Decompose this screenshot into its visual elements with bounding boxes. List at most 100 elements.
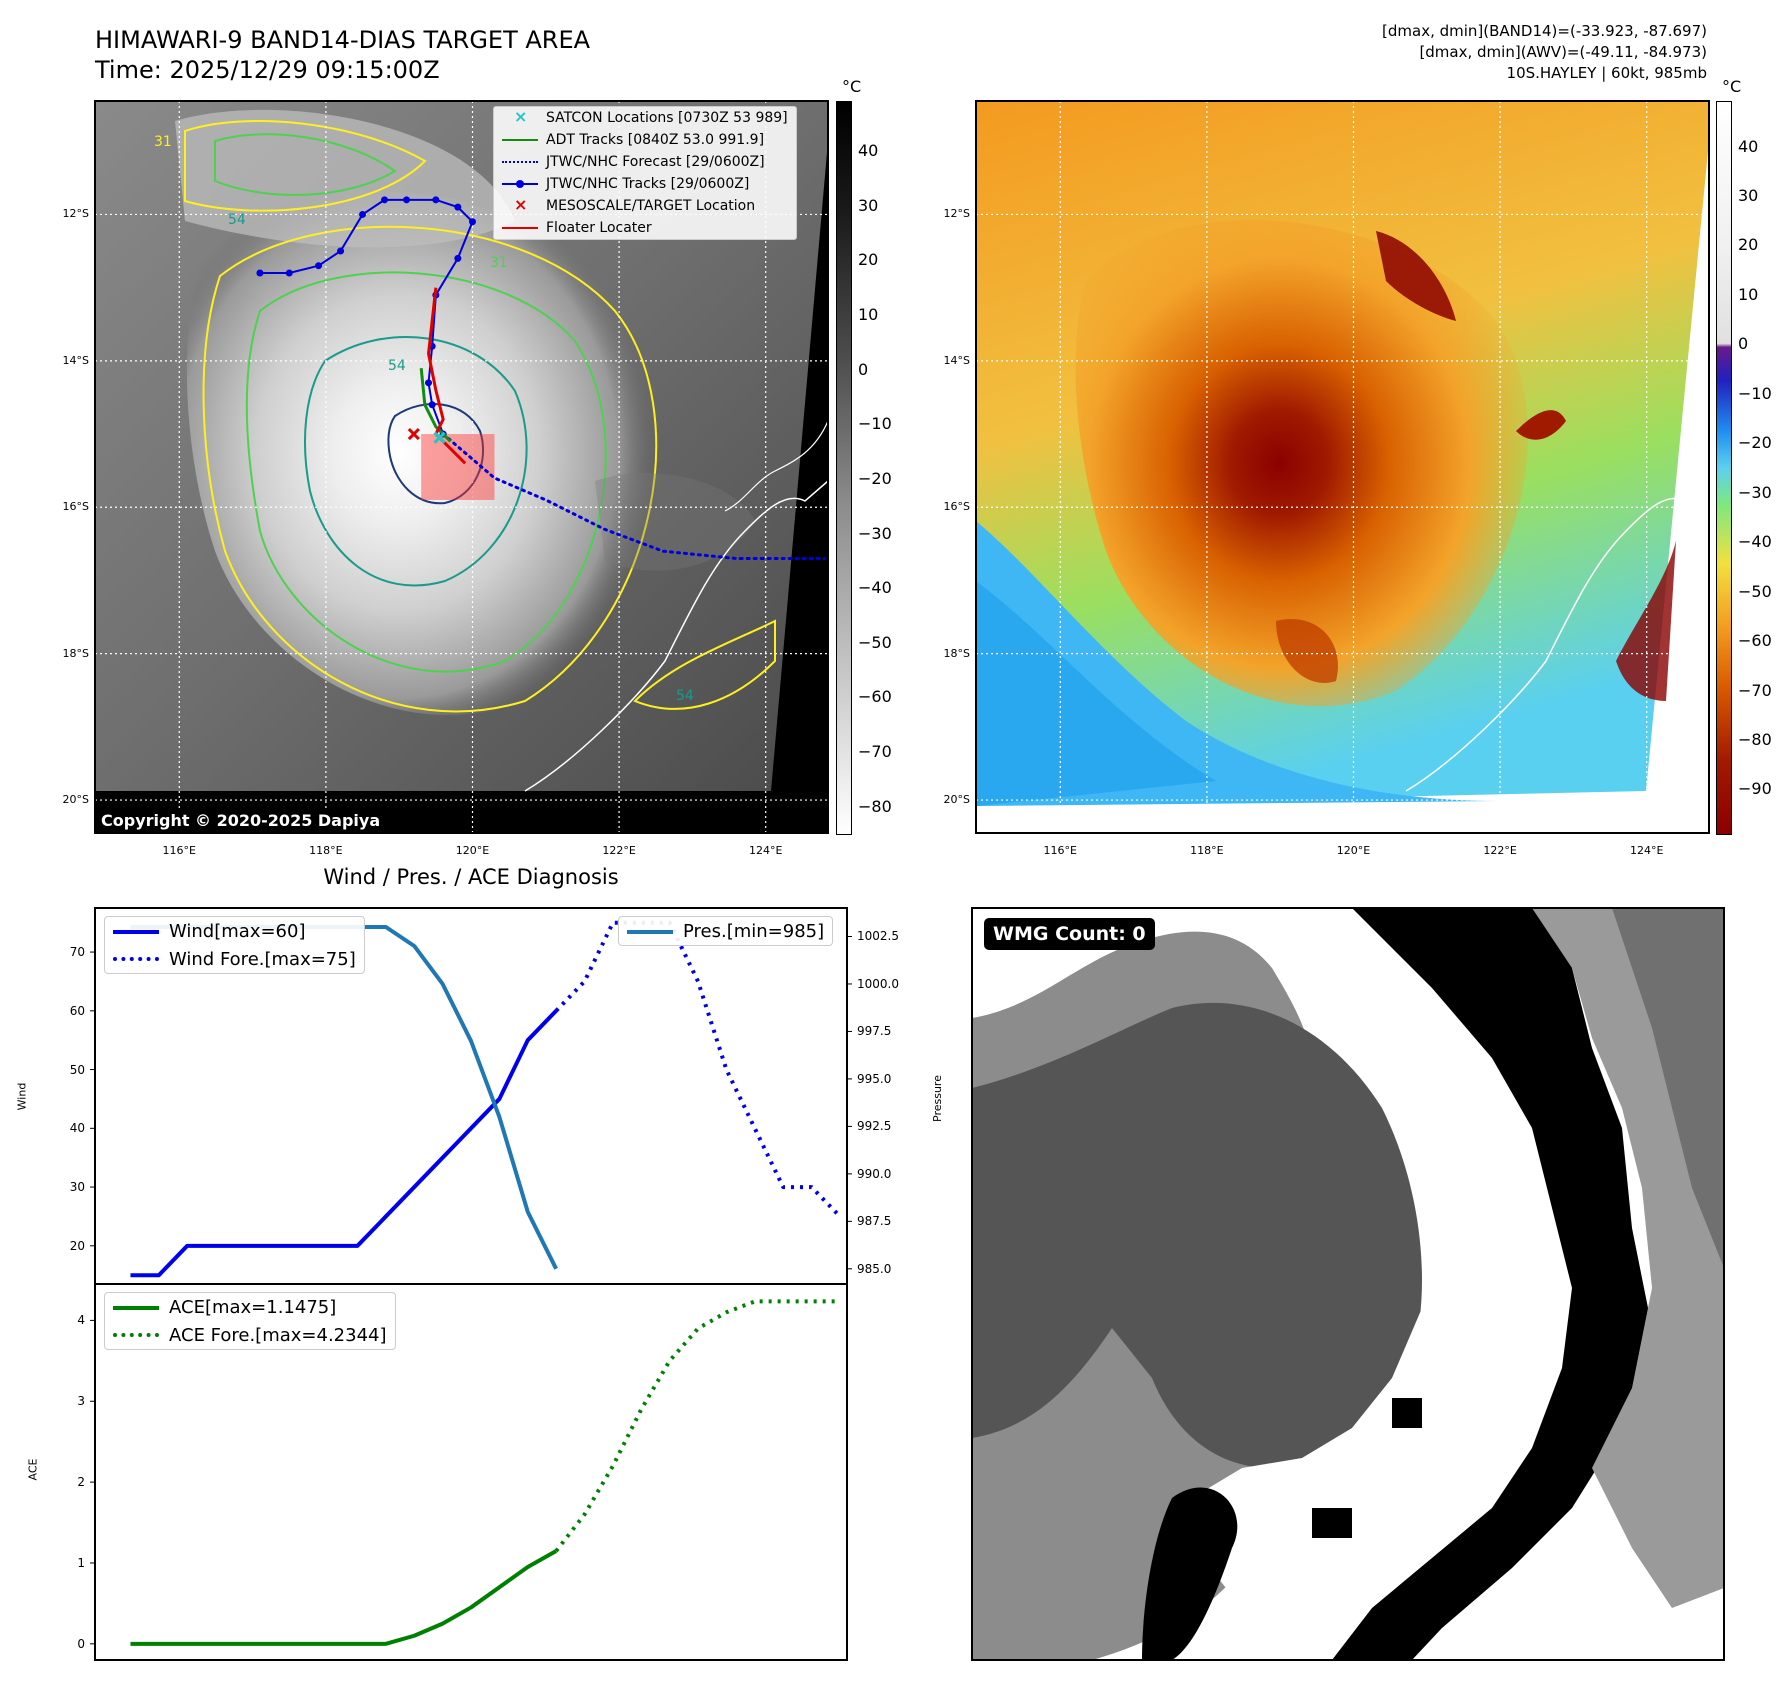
lon-tick-label: 124°E xyxy=(1629,844,1664,857)
lat-tick-label: 20°S xyxy=(943,793,970,807)
series-line xyxy=(130,1549,558,1646)
ir-colorbar-tick: −70 xyxy=(858,742,892,762)
contour-yellow xyxy=(202,225,658,713)
ir-colorbar xyxy=(836,101,852,835)
figure-time: Time: 2025/12/29 09:15:00Z xyxy=(95,56,440,84)
wmg-count-badge: WMG Count: 0 xyxy=(984,918,1155,950)
contour-label: 54 xyxy=(228,212,246,228)
jtwc-track-point xyxy=(285,269,293,277)
wind-legend: Wind[max=60] Wind Fore.[max=75] xyxy=(104,916,365,974)
awv-colorbar-tick: −50 xyxy=(1738,581,1772,601)
wind-axis-label: Wind xyxy=(15,1082,29,1111)
y-tick-label: 40 xyxy=(69,1121,85,1136)
ir-colorbar-tick: −20 xyxy=(858,468,892,488)
lat-tick-label: 12°S xyxy=(943,207,970,221)
ir-colorbar-tick: −60 xyxy=(858,687,892,707)
y-right-tick-label: 1002.5 xyxy=(857,929,899,944)
lat-tick-label: 16°S xyxy=(62,500,89,514)
lon-tick-label: 124°E xyxy=(748,844,783,857)
legend-item-jtwc-tracks: JTWC/NHC Tracks [29/0600Z] xyxy=(494,173,796,195)
map-legend: × SATCON Locations [0730Z 53 989] ADT Tra… xyxy=(493,106,797,240)
legend-item-adt: ADT Tracks [0840Z 53.0 991.9] xyxy=(494,129,796,151)
series-line xyxy=(130,1009,558,1278)
ir-colorbar-tick: 10 xyxy=(858,305,879,325)
y-tick-label: 20 xyxy=(69,1238,85,1253)
ir-colorbar-tick: 20 xyxy=(858,250,879,270)
legend-item-wind-forecast: Wind Fore.[max=75] xyxy=(105,945,364,973)
y-right-tick-label: 995.0 xyxy=(857,1071,892,1086)
lon-tick-label: 120°E xyxy=(1336,844,1371,857)
y-tick-label: 1 xyxy=(77,1555,85,1570)
legend-item-floater: Floater Locater xyxy=(494,217,796,239)
lat-tick-label: 12°S xyxy=(62,207,89,221)
awv-colorbar-unit: °C xyxy=(1722,77,1742,96)
info-awv: [dmax, dmin](AWV)=(-49.11, -84.973) xyxy=(1419,43,1707,61)
ir-track-overlay xyxy=(256,196,826,560)
lon-tick-label: 122°E xyxy=(602,844,636,857)
jtwc-track-point xyxy=(315,262,323,270)
jtwc-track-point xyxy=(403,196,411,204)
target-marker xyxy=(407,427,420,441)
awv-map-panel xyxy=(975,100,1710,834)
ir-colorbar-tick: 40 xyxy=(858,141,879,161)
ir-colorbar-tick: 0 xyxy=(858,359,869,379)
lat-tick-label: 18°S xyxy=(943,646,970,660)
target-box xyxy=(421,434,495,500)
legend-item-satcon: × SATCON Locations [0730Z 53 989] xyxy=(514,107,788,126)
awv-gridlines xyxy=(976,101,1709,833)
y-tick-label: 0 xyxy=(77,1636,85,1651)
jtwc-forecast-line xyxy=(441,432,826,560)
lon-tick-label: 118°E xyxy=(309,844,343,857)
y-right-tick-label: 997.5 xyxy=(857,1024,892,1039)
awv-colorbar-tick: 10 xyxy=(1738,284,1759,304)
ace-axis-label: ACE xyxy=(26,1458,40,1481)
copyright-badge: Copyright © 2020-2025 Dapiya xyxy=(95,808,387,833)
contour-label: 31 xyxy=(154,134,172,150)
jtwc-track-point xyxy=(454,203,462,211)
jtwc-track-point xyxy=(337,247,345,255)
jtwc-track-point xyxy=(256,269,264,277)
lat-tick-label: 16°S xyxy=(943,500,970,514)
ir-colorbar-tick: −10 xyxy=(858,414,892,434)
y-right-tick-label: 990.0 xyxy=(857,1166,892,1181)
lat-tick-label: 14°S xyxy=(62,353,89,367)
jtwc-track-point xyxy=(428,401,436,409)
lon-tick-label: 118°E xyxy=(1190,844,1224,857)
awv-colorbar-tick: −30 xyxy=(1738,482,1772,502)
wmg-classification-panel xyxy=(971,907,1725,1661)
legend-item-ace: ACE[max=1.1475] xyxy=(105,1293,395,1321)
awv-colorbar xyxy=(1716,101,1732,835)
y-tick-label: 3 xyxy=(77,1394,85,1409)
y-right-tick-label: 1000.0 xyxy=(857,976,899,991)
series-line xyxy=(554,1299,840,1553)
contour-green xyxy=(245,271,607,673)
awv-colorbar-tick: −10 xyxy=(1738,383,1772,403)
ir-colorbar-tick: −40 xyxy=(858,578,892,598)
jtwc-track-point xyxy=(381,196,389,204)
y-right-tick-label: 992.5 xyxy=(857,1119,892,1134)
contour-teal xyxy=(304,336,528,587)
jtwc-track-point xyxy=(432,196,440,204)
contour-label: 54 xyxy=(388,358,406,374)
y-right-tick-label: 987.5 xyxy=(857,1214,892,1229)
ir-colorbar-unit: °C xyxy=(842,77,862,96)
jtwc-track-point xyxy=(425,379,433,387)
awv-colorbar-tick: 0 xyxy=(1738,334,1749,354)
diagnosis-title: Wind / Pres. / ACE Diagnosis xyxy=(323,865,619,889)
ir-colorbar-tick: −30 xyxy=(858,523,892,543)
awv-colorbar-tick: 40 xyxy=(1738,136,1759,156)
ir-colorbar-tick: −50 xyxy=(858,632,892,652)
series-line xyxy=(554,920,842,1218)
y-tick-label: 2 xyxy=(77,1475,85,1490)
y-tick-label: 60 xyxy=(69,1003,85,1018)
legend-item-wind: Wind[max=60] xyxy=(105,917,364,945)
legend-item-target: × MESOSCALE/TARGET Location xyxy=(514,195,756,214)
cloud-mass xyxy=(186,191,657,716)
lon-tick-label: 116°E xyxy=(162,844,197,857)
jtwc-track-point xyxy=(468,218,476,226)
floater-line xyxy=(426,287,467,465)
awv-colorbar-tick: 20 xyxy=(1738,235,1759,255)
lon-tick-label: 116°E xyxy=(1043,844,1078,857)
y-tick-label: 4 xyxy=(77,1313,85,1328)
awv-colorbar-tick: −40 xyxy=(1738,532,1772,552)
